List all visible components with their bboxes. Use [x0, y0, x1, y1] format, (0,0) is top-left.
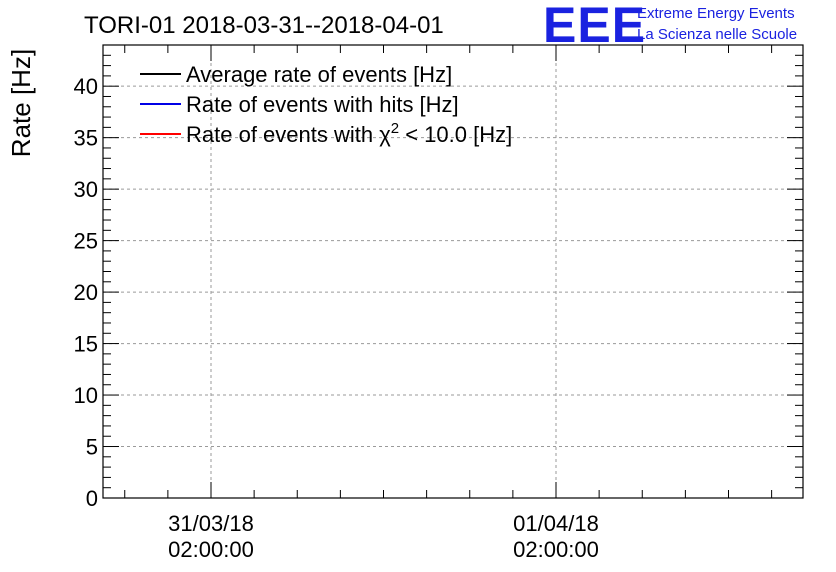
- x-tick-date: 31/03/18: [168, 511, 254, 536]
- x-tick-date: 01/04/18: [513, 511, 599, 536]
- legend-label-average: Average rate of events [Hz]: [186, 62, 452, 87]
- x-tick-time: 02:00:00: [168, 537, 254, 562]
- logo-letters: EEE: [543, 0, 646, 53]
- y-tick-labels: 0 5 10 15 20 25 30 35 40: [74, 74, 98, 511]
- chart-title: TORI-01 2018-03-31--2018-04-01: [84, 12, 444, 39]
- logo-line-1: Extreme Energy Events: [637, 5, 795, 22]
- legend-label-chi2: Rate of events with χ2 < 10.0 [Hz]: [186, 120, 512, 147]
- y-tick-label: 10: [74, 383, 98, 408]
- y-tick-label: 20: [74, 280, 98, 305]
- legend-label-hits: Rate of events with hits [Hz]: [186, 92, 459, 117]
- grid: [103, 45, 803, 498]
- y-tick-label: 35: [74, 126, 98, 151]
- x-tick-time: 02:00:00: [513, 537, 599, 562]
- y-tick-label: 15: [74, 332, 98, 357]
- y-axis-label: Rate [Hz]: [6, 49, 36, 157]
- y-tick-label: 0: [86, 486, 98, 511]
- y-tick-label: 25: [74, 229, 98, 254]
- y-tick-label: 5: [86, 435, 98, 460]
- y-tick-label: 30: [74, 177, 98, 202]
- eee-logo: EEE Extreme Energy Events La Scienza nel…: [543, 0, 797, 53]
- legend: Average rate of events [Hz] Rate of event…: [140, 62, 512, 147]
- logo-line-2: La Scienza nelle Scuole: [637, 26, 797, 43]
- axis-ticks: [103, 44, 803, 499]
- y-tick-label: 40: [74, 74, 98, 99]
